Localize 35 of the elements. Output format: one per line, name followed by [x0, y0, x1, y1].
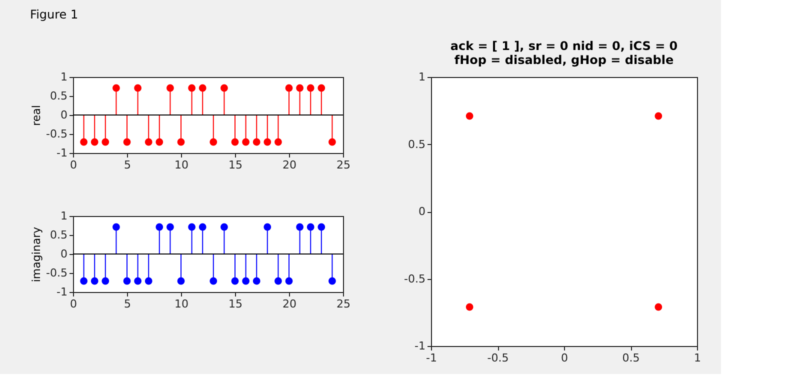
x-tick-label: 15: [228, 298, 242, 310]
y-tick-label: 1: [418, 70, 426, 84]
y-tick-label: -0.5: [46, 266, 68, 280]
x-tick-label: 25: [336, 298, 350, 310]
y-tick-label: 1: [60, 210, 68, 222]
y-axis-title: real: [30, 105, 44, 126]
y-tick-label: 1: [60, 70, 68, 84]
x-tick-label: 20: [282, 298, 296, 310]
y-axis-title: imaginary: [30, 226, 44, 282]
caption: Figure 1: [30, 8, 78, 22]
x-tick-label: 0: [70, 298, 77, 310]
x-tick-label: -0.5: [487, 352, 509, 364]
x-tick-label: 0: [561, 352, 568, 364]
x-tick-label: 10: [174, 298, 188, 310]
x-tick-label: 20: [282, 158, 296, 172]
y-tick-label: -1: [56, 146, 68, 160]
y-tick-label: 0: [60, 248, 68, 260]
y-tick-label: -1: [56, 286, 68, 298]
x-tick-label: 0.5: [622, 352, 640, 364]
y-tick-label: -1: [414, 340, 426, 352]
x-tick-label: 15: [228, 158, 242, 172]
y-tick-label: -0.5: [46, 128, 68, 140]
x-tick-label: 5: [124, 298, 131, 310]
x-tick-label: 25: [336, 158, 350, 172]
y-tick-label: 0: [418, 205, 426, 218]
x-tick-label: 10: [174, 158, 188, 172]
chart-title: ack = [ 1 ], sr = 0 nid = 0, iCS = 0 fHop = disabled, gHop = disable: [450, 39, 678, 67]
y-tick-label: 0.5: [50, 228, 68, 242]
x-tick-label: 1: [694, 352, 701, 364]
y-tick-label: 0: [60, 108, 68, 122]
y-tick-label: 0.5: [50, 90, 68, 102]
x-tick-label: 0: [70, 158, 77, 172]
x-tick-label: 5: [124, 158, 131, 172]
y-tick-label: 0.5: [408, 138, 426, 151]
y-tick-label: -0.5: [404, 272, 426, 286]
